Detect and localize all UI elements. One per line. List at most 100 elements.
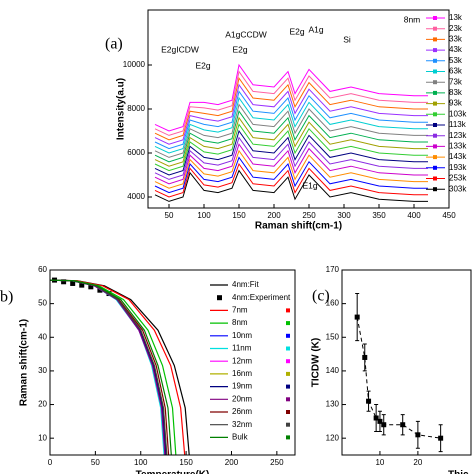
annotation: E2g	[195, 60, 210, 70]
data-point	[438, 435, 444, 441]
annotation: E2gICDW	[161, 44, 199, 54]
x-tick-label: 450	[442, 211, 456, 220]
spectrum	[154, 123, 428, 172]
legend-label: 16nm	[232, 369, 252, 378]
spectrum	[154, 156, 428, 194]
data-point	[381, 422, 387, 428]
curve	[50, 279, 166, 455]
x-tick-label: 100	[134, 458, 148, 467]
data-point	[61, 279, 67, 285]
x-tick-label: 250	[270, 458, 284, 467]
x-tick-label: 200	[225, 458, 239, 467]
legend-label: 53k	[449, 56, 463, 65]
panel-label: b)	[0, 289, 13, 306]
legend-marker	[433, 133, 437, 138]
annotation: E2g	[232, 44, 247, 54]
legend-marker	[286, 333, 290, 338]
legend-marker	[286, 308, 290, 313]
curve	[50, 279, 167, 455]
plot-frame	[341, 269, 472, 456]
annotation: E2g	[289, 26, 304, 36]
spectrum	[154, 129, 428, 176]
panel-label: (a)	[105, 36, 123, 53]
data-point	[79, 282, 85, 288]
y-tick-label: 30	[38, 366, 47, 375]
spectrum	[154, 136, 428, 180]
spectrum	[154, 70, 428, 136]
y-tick-label: 20	[38, 400, 47, 409]
legend-label: 7nm	[232, 306, 248, 315]
legend-marker	[286, 422, 290, 427]
data-point	[88, 284, 94, 290]
x-axis-label: Thic	[448, 470, 469, 474]
legend-label: 4nm:Fit	[232, 280, 259, 289]
y-axis-label: Intensity(a.u)	[116, 78, 127, 140]
curve	[50, 279, 166, 455]
legend-label: 93k	[449, 99, 463, 108]
legend-marker	[286, 321, 290, 326]
curve	[50, 279, 190, 455]
legend-marker	[433, 187, 437, 192]
spectrum	[154, 149, 428, 189]
spectrum	[154, 76, 428, 141]
x-tick-label: 50	[165, 211, 174, 220]
legend-label: Bulk	[232, 433, 249, 442]
data-point	[377, 418, 383, 424]
panel-label: (c)	[312, 288, 330, 305]
legend-marker	[286, 371, 290, 376]
data-point	[354, 314, 360, 320]
legend-label: 143k	[449, 152, 467, 161]
legend-label: 133k	[449, 142, 467, 151]
legend-marker	[286, 359, 290, 364]
legend-marker	[286, 397, 290, 402]
x-axis-label: Temperature(K)	[136, 470, 210, 474]
x-tick-label: 150	[232, 211, 246, 220]
legend-marker	[433, 176, 437, 181]
legend-label: 103k	[449, 109, 467, 118]
legend-label: 11nm	[232, 344, 252, 353]
data-point	[366, 398, 372, 404]
legend-label: 23k	[449, 24, 463, 33]
legend-marker	[433, 112, 437, 117]
legend-marker	[433, 69, 437, 74]
spectrum	[154, 169, 428, 202]
legend-label: 193k	[449, 163, 467, 172]
legend-label: 253k	[449, 174, 467, 183]
legend-marker	[433, 165, 437, 170]
data-point	[373, 415, 379, 421]
y-tick-label: 130	[326, 400, 340, 409]
data-point	[70, 280, 76, 286]
plot-frame	[147, 9, 450, 209]
data-point	[362, 354, 368, 360]
spectrum	[154, 90, 428, 150]
x-tick-label: 150	[179, 458, 193, 467]
legend-label: 20nm	[232, 394, 252, 403]
y-tick-label: 60	[38, 265, 47, 274]
annotation: Si	[343, 34, 351, 44]
x-tick-label: 250	[302, 211, 316, 220]
legend-label: 123k	[449, 131, 467, 140]
y-tick-label: 140	[326, 366, 340, 375]
annotation: A1g	[308, 24, 323, 34]
legend-marker	[433, 48, 437, 53]
y-axis-label: Raman shift(cm-1)	[19, 319, 30, 406]
x-tick-label: 20	[413, 458, 422, 467]
spectrum	[154, 96, 428, 154]
x-axis-label: Raman shift(cm-1)	[255, 221, 342, 232]
plot-frame	[49, 269, 296, 456]
legend-marker	[286, 384, 290, 389]
legend-marker	[433, 80, 437, 85]
legend-label: 63k	[449, 67, 463, 76]
spectrum	[154, 83, 428, 145]
legend-label: 32nm	[232, 420, 252, 429]
legend-label: 43k	[449, 45, 463, 54]
curve	[50, 279, 168, 455]
y-tick-label: 6000	[127, 148, 145, 157]
legend-label: 12nm	[232, 356, 252, 365]
legend-marker	[433, 155, 437, 160]
y-tick-label: 4000	[127, 192, 145, 201]
legend-marker	[433, 90, 437, 95]
y-tick-label: 40	[38, 332, 47, 341]
legend-marker	[433, 37, 437, 42]
